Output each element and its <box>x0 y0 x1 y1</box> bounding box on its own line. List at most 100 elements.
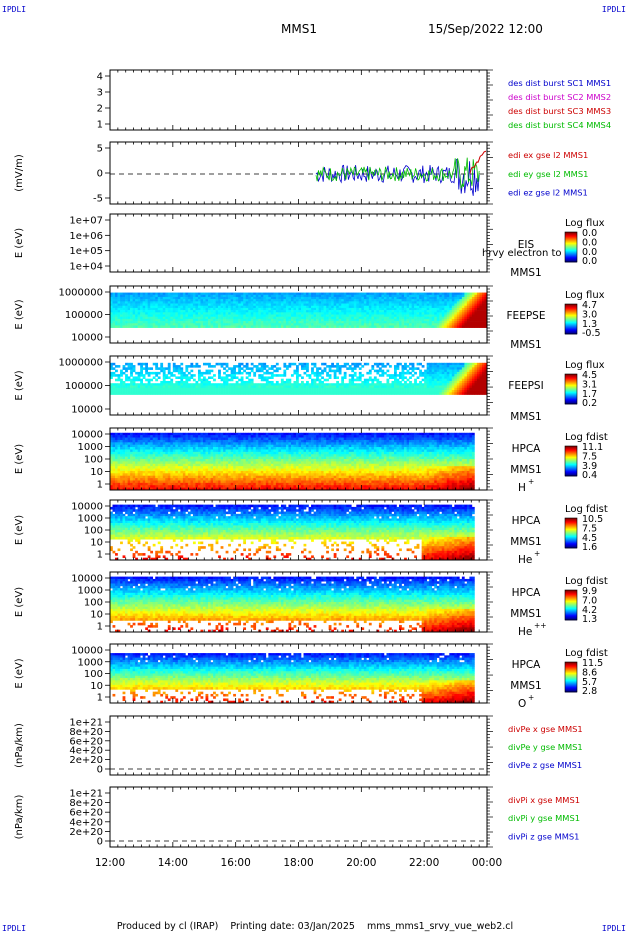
panel-feepse-heatmap-cell <box>416 305 420 309</box>
panel-feepse-heatmap-cell <box>484 310 488 313</box>
panel-feepsi-heatmap-cell <box>429 378 433 382</box>
panel-feepse-heatmap-cell <box>366 312 370 315</box>
panel-eis-colorbar-cell <box>565 256 577 258</box>
panel-hpca_h-heatmap-cell <box>117 435 121 438</box>
y-axis-title-4: E (eV) <box>14 370 25 400</box>
panel-feepsi-heatmap-cell <box>213 392 216 395</box>
panel-feepse-heatmap-cell <box>444 316 448 320</box>
panel-feepsi-heatmap-cell <box>356 378 360 382</box>
panel-feepse-heatmap-cell <box>298 312 302 315</box>
panel-feepse-heatmap-cell <box>429 294 433 298</box>
panel-feepse-heatmap-cell <box>285 316 289 320</box>
panel-feepse-heatmap-cell <box>293 314 297 317</box>
panel-feepse-heatmap-cell <box>464 323 468 326</box>
panel-feepsi-heatmap-cell <box>479 383 483 386</box>
panel-feepsi-heatmap-cell <box>471 385 475 389</box>
panel-feepse-heatmap-cell <box>391 294 395 298</box>
panel-feepse-heatmap-cell <box>343 325 347 328</box>
panel-feepse-heatmap-cell <box>346 316 350 320</box>
panel-edi-ytick-label: -5 <box>93 194 103 205</box>
panel-feepse-heatmap-cell <box>220 312 224 315</box>
panel-feepsi-heatmap-cell <box>331 383 334 386</box>
panel-feepse-heatmap-cell <box>288 294 292 298</box>
panel-feepse-heatmap-cell <box>195 310 199 313</box>
panel-feepse-heatmap-cell <box>386 310 390 313</box>
panel-hpca_h-heatmap-cell <box>125 432 128 436</box>
panel-feepse-heatmap-cell <box>401 299 405 302</box>
panel-feepse-heatmap-cell <box>303 303 307 307</box>
panel-feepse-heatmap-cell <box>419 316 422 320</box>
panel-feepse-heatmap-cell <box>404 325 407 328</box>
panel-feepse-heatmap-cell <box>484 318 488 322</box>
panel-feepse-heatmap-cell <box>321 323 324 326</box>
panel-feepsi-heatmap-cell <box>323 387 327 391</box>
panel-feepsi-heatmap-cell <box>230 390 234 393</box>
panel-feepse-heatmap-cell <box>313 325 317 328</box>
panel-feepse-heatmap-cell <box>323 305 327 309</box>
panel-feepse-heatmap-cell <box>115 307 118 311</box>
panel-feepsi-heatmap-cell <box>318 378 322 382</box>
panel-feepse-heatmap-cell <box>172 312 176 315</box>
panel-feepsi-heatmap-cell <box>361 365 365 368</box>
panel-feepsi-heatmap-cell <box>356 387 360 391</box>
panel-feepsi-heatmap-cell <box>471 365 475 368</box>
panel-feepse-heatmap-cell <box>205 318 209 322</box>
panel-feepse-heatmap-cell <box>152 312 156 315</box>
panel-feepsi-heatmap-cell <box>378 383 382 386</box>
corner-label-bottom-left: IPDLI <box>2 924 27 933</box>
panel-feepse-heatmap-cell <box>288 312 292 315</box>
panel-feepse-heatmap-cell <box>326 325 329 328</box>
panel-feepse-heatmap-cell <box>245 325 249 328</box>
panel-feepse-heatmap-cell <box>233 325 236 328</box>
panel-feepse-heatmap-cell <box>162 325 166 328</box>
panel-feepsi-heatmap-cell <box>265 383 269 386</box>
panel-feepse-heatmap-cell <box>152 301 156 304</box>
panel-feepse-heatmap-cell <box>444 312 448 315</box>
panel-feepsi-heatmap-cell <box>326 385 329 389</box>
panel-feepse-heatmap-cell <box>336 296 340 300</box>
panel-feepsi-heatmap-cell <box>373 383 377 386</box>
panel-feepse-heatmap-cell <box>346 299 350 302</box>
panel-feepse-heatmap-cell <box>434 325 438 328</box>
panel-feepse-heatmap-cell <box>368 316 372 320</box>
panel-feepsi-heatmap-cell <box>426 367 430 370</box>
panel-feepse-heatmap-cell <box>192 301 196 304</box>
panel-feepse-heatmap-cell <box>295 310 299 313</box>
panel-feepsi-heatmap-cell <box>208 380 211 384</box>
panel-feepsi-heatmap-cell <box>200 387 204 391</box>
panel-feepsi-heatmap-cell <box>125 376 128 379</box>
panel-feepse-heatmap-cell <box>481 325 485 328</box>
panel-feepse-heatmap-cell <box>157 312 161 315</box>
panel-feepse-heatmap-cell <box>228 294 231 298</box>
panel-feepse-heatmap-cell <box>441 310 445 313</box>
panel-feepsi-heatmap-cell <box>275 390 279 393</box>
panel-feepse-heatmap-cell <box>288 305 292 309</box>
panel-feepsi-heatmap-cell <box>225 385 229 389</box>
panel-feepse-heatmap-cell <box>308 305 312 309</box>
panel-feepsi-heatmap-cell <box>419 362 422 366</box>
panel-feepsi-heatmap-cell <box>376 371 380 375</box>
panel-feepse-heatmap-cell <box>218 305 221 309</box>
panel-feepse-heatmap-cell <box>461 325 465 328</box>
panel-feepse-heatmap-cell <box>368 301 372 304</box>
panel-feepsi-heatmap-cell <box>356 376 360 379</box>
panel-feepsi-heatmap-cell <box>187 378 191 382</box>
panel-feepse-heatmap-cell <box>167 294 171 298</box>
panel-feepse-heatmap-cell <box>383 316 387 320</box>
panel-feepse-heatmap-cell <box>273 325 277 328</box>
panel-feepse-heatmap-cell <box>263 296 267 300</box>
panel-feepsi-heatmap-cell <box>484 390 488 393</box>
panel-feepsi-heatmap-cell <box>396 374 400 377</box>
panel-feepsi-heatmap-cell <box>348 387 352 391</box>
panel-feepsi-heatmap-cell <box>260 376 264 379</box>
panel-feepsi-heatmap-cell <box>223 367 226 370</box>
panel-feepse-heatmap-cell <box>371 301 375 304</box>
panel-feepsi-heatmap-cell <box>394 367 397 370</box>
panel-feepse-heatmap-cell <box>200 303 204 307</box>
panel-feepsi-heatmap-cell <box>187 383 191 386</box>
panel-feepse-heatmap-cell <box>419 294 422 298</box>
panel-feepse-heatmap-cell <box>200 323 204 326</box>
panel-feepse-heatmap-cell <box>170 321 174 324</box>
panel-feepse-heatmap-cell <box>135 296 138 300</box>
panel-feepse-heatmap-cell <box>358 314 362 317</box>
